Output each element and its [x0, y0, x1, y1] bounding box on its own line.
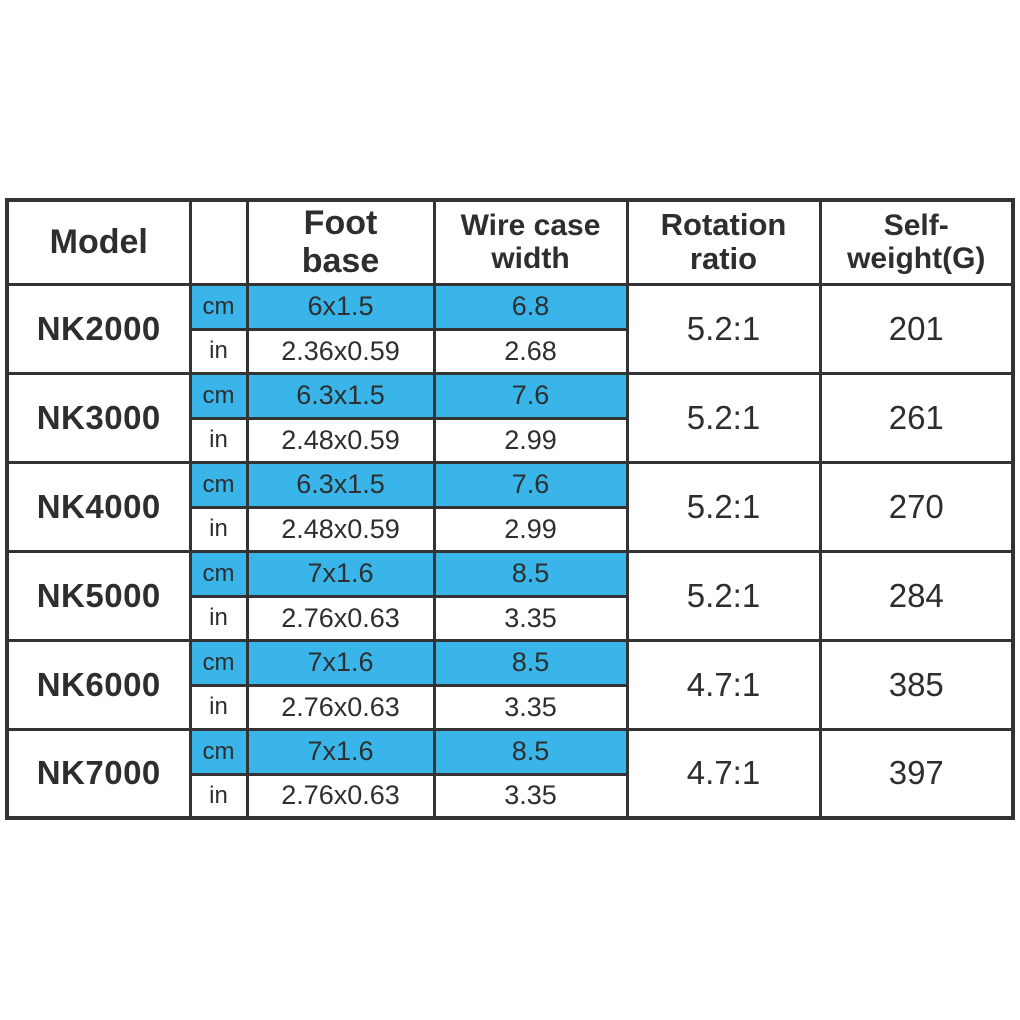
wire-width-cm-cell: 7.6: [432, 460, 629, 509]
wire-width-in-cell: 2.99: [432, 505, 629, 553]
foot-base-cm-cell: 6.3x1.5: [245, 371, 436, 420]
foot-base-in-cell: 2.76x0.63: [245, 683, 436, 731]
header-row: Model Foot base Wire case width Rotation…: [5, 198, 1015, 286]
table-row: in 2.36x0.59 2.68: [7, 327, 1013, 375]
wire-width-in-cell: 3.35: [432, 683, 629, 731]
table-row: in 2.76x0.63 3.35: [7, 594, 1013, 642]
rotation-ratio-cell: 5.2:1: [625, 371, 822, 464]
foot-base-in-cell: 2.76x0.63: [245, 594, 436, 642]
model-cell: NK7000: [5, 727, 192, 820]
wire-width-in-cell: 2.68: [432, 327, 629, 375]
self-weight-cell: 397: [818, 727, 1015, 820]
wire-width-cm-cell: 8.5: [432, 549, 629, 598]
table-row: NK3000 cm 6.3x1.5 7.6 5.2:1 261: [5, 371, 1015, 464]
wire-width-cm-cell: 8.5: [432, 638, 629, 687]
foot-base-in-cell: 2.76x0.63: [245, 772, 436, 820]
self-weight-cell: 270: [818, 460, 1015, 553]
foot-base-cm-cell: 6.3x1.5: [245, 460, 436, 509]
unit-cell-in: in: [188, 416, 249, 464]
table-row: in 2.48x0.59 2.99: [7, 416, 1013, 464]
foot-base-in-cell: 2.48x0.59: [245, 505, 436, 553]
model-cell: NK5000: [5, 549, 192, 642]
table-row: NK2000 cm 6x1.5 6.8 5.2:1 201: [5, 282, 1015, 375]
self-weight-cell: 261: [818, 371, 1015, 464]
table-row: in 2.76x0.63 3.35: [7, 683, 1013, 731]
foot-base-cm-cell: 7x1.6: [245, 638, 436, 687]
header-wire-case-width: Wire case width: [432, 198, 629, 286]
unit-cell-in: in: [188, 772, 249, 820]
model-cell: NK2000: [5, 282, 192, 375]
unit-cell-cm: cm: [188, 727, 249, 776]
foot-base-cm-cell: 7x1.6: [245, 549, 436, 598]
rotation-ratio-cell: 4.7:1: [625, 638, 822, 731]
unit-cell-cm: cm: [188, 460, 249, 509]
unit-cell-in: in: [188, 327, 249, 375]
self-weight-cell: 284: [818, 549, 1015, 642]
model-cell: NK4000: [5, 460, 192, 553]
unit-cell-cm: cm: [188, 282, 249, 331]
wire-width-cm-cell: 8.5: [432, 727, 629, 776]
unit-cell-cm: cm: [188, 638, 249, 687]
unit-cell-in: in: [188, 594, 249, 642]
foot-base-in-cell: 2.48x0.59: [245, 416, 436, 464]
rotation-ratio-cell: 5.2:1: [625, 282, 822, 375]
rotation-ratio-cell: 5.2:1: [625, 549, 822, 642]
table-row: NK6000 cm 7x1.6 8.5 4.7:1 385: [5, 638, 1015, 731]
wire-width-in-cell: 3.35: [432, 772, 629, 820]
foot-base-in-cell: 2.36x0.59: [245, 327, 436, 375]
table-row: NK7000 cm 7x1.6 8.5 4.7:1 397: [5, 727, 1015, 820]
header-foot-base: Foot base: [245, 198, 436, 286]
header-self-weight: Self- weight(G): [818, 198, 1015, 286]
self-weight-cell: 385: [818, 638, 1015, 731]
table-row: NK5000 cm 7x1.6 8.5 5.2:1 284: [5, 549, 1015, 642]
foot-base-cm-cell: 7x1.6: [245, 727, 436, 776]
self-weight-cell: 201: [818, 282, 1015, 375]
foot-base-cm-cell: 6x1.5: [245, 282, 436, 331]
wire-width-cm-cell: 6.8: [432, 282, 629, 331]
unit-cell-in: in: [188, 683, 249, 731]
model-cell: NK6000: [5, 638, 192, 731]
rotation-ratio-cell: 5.2:1: [625, 460, 822, 553]
header-unit: [188, 198, 249, 286]
spec-table: Model Foot base Wire case width Rotation…: [5, 198, 1015, 820]
wire-width-in-cell: 2.99: [432, 416, 629, 464]
wire-width-in-cell: 3.35: [432, 594, 629, 642]
unit-cell-in: in: [188, 505, 249, 553]
wire-width-cm-cell: 7.6: [432, 371, 629, 420]
table-row: in 2.76x0.63 3.35: [7, 772, 1013, 820]
table-row: NK4000 cm 6.3x1.5 7.6 5.2:1 270: [5, 460, 1015, 553]
header-rotation-ratio: Rotation ratio: [625, 198, 822, 286]
header-model: Model: [5, 198, 192, 286]
model-cell: NK3000: [5, 371, 192, 464]
unit-cell-cm: cm: [188, 549, 249, 598]
table-row: in 2.48x0.59 2.99: [7, 505, 1013, 553]
rotation-ratio-cell: 4.7:1: [625, 727, 822, 820]
unit-cell-cm: cm: [188, 371, 249, 420]
